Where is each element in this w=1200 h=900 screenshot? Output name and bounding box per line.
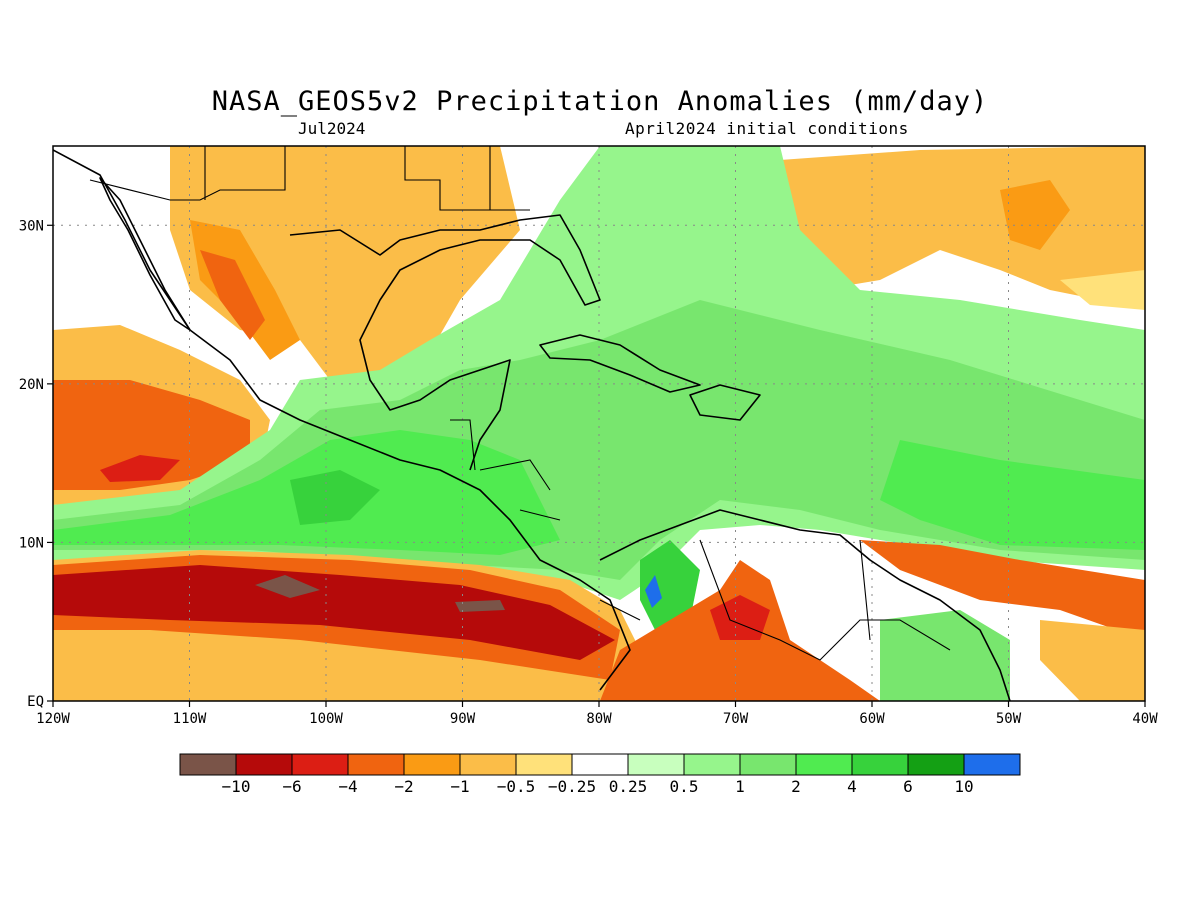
anomaly-region-mexico-dry (200, 250, 265, 340)
anomaly-region-pacific-dry-south-core (53, 565, 615, 660)
forecast-month: Jul2024 (298, 119, 366, 138)
x-tick-label: 120W (36, 711, 70, 727)
x-tick-label: 60W (859, 711, 885, 727)
anomaly-region-guiana-dry-light (1040, 620, 1145, 701)
latitude-axis: EQ 10N 20N 30N (19, 218, 53, 710)
political-borders (89, 146, 951, 661)
border-us-states (404, 146, 530, 211)
colorbar-swatch (851, 753, 909, 776)
anomaly-region-caribbean-wet-strong-east (880, 440, 1145, 550)
border-south-america (699, 539, 951, 661)
map-title: NASA_GEOS5v2 Precipitation Anomalies (mm… (211, 86, 989, 117)
anomaly-region-brazil-wet (880, 610, 1010, 701)
x-tick-label: 40W (1132, 711, 1158, 727)
anomaly-region-pacific-dry-north-peak (100, 455, 180, 482)
colorbar-label: 4 (847, 777, 857, 796)
border-central-america (450, 419, 641, 621)
colorbar-swatch (795, 753, 853, 776)
colorbar-labels: −10 −6 −4 −2 −1 −0.5 −0.25 0.25 0.5 1 2 4 6 10 (222, 777, 974, 796)
anomaly-region-atlantic-light (1060, 270, 1145, 310)
y-tick-label: 30N (19, 218, 44, 234)
lat-lon-grid (53, 146, 1145, 701)
colorbar-label: −0.25 (548, 777, 596, 796)
coastline-south-america-north (599, 509, 1011, 701)
x-tick-label: 110W (173, 711, 207, 727)
colorbar-label: 0.25 (609, 777, 648, 796)
coastline-cuba (539, 334, 701, 393)
x-tick-label: 100W (309, 711, 343, 727)
anomaly-region-pacific-dry-south-peak-2 (455, 600, 505, 612)
anomaly-region-atlantic-dry (780, 146, 1145, 300)
colorbar-swatch (347, 753, 405, 776)
colorbar-swatch (683, 753, 741, 776)
anomaly-region-atlantic-dry-core (1000, 180, 1070, 250)
anomaly-region-pacific-dry-north-core (53, 380, 250, 490)
anomaly-region-colombia-wet-peak (645, 575, 662, 608)
x-tick-label: 90W (450, 711, 476, 727)
colorbar-label: −10 (222, 777, 251, 796)
colorbar-swatch (179, 753, 237, 776)
longitude-axis: 120W 110W 100W 90W 80W 70W 60W 50W 40W (36, 701, 1158, 727)
coastline-gulf-of-mexico (289, 214, 601, 471)
colorbar-label: 10 (954, 777, 973, 796)
colorbar-swatch (291, 753, 349, 776)
colorbar-label: 0.5 (670, 777, 699, 796)
colorbar (179, 753, 1021, 776)
colorbar-swatch (739, 753, 797, 776)
colorbar-label: 2 (791, 777, 801, 796)
x-tick-label: 80W (586, 711, 612, 727)
colorbar-swatch (515, 753, 573, 776)
initial-conditions-label: April2024 initial conditions (625, 119, 909, 138)
anomaly-field (53, 146, 1145, 701)
colorbar-swatch (907, 753, 965, 776)
coastline-mexico-pacific (53, 149, 631, 691)
coastlines (53, 149, 1011, 701)
y-tick-label: EQ (27, 694, 44, 710)
colorbar-swatch (627, 753, 685, 776)
colorbar-label: 1 (735, 777, 745, 796)
y-tick-label: 10N (19, 535, 44, 551)
anomaly-region-guiana-dry (860, 540, 1145, 640)
x-tick-label: 50W (996, 711, 1022, 727)
colorbar-swatch (235, 753, 293, 776)
colorbar-label: −4 (338, 777, 357, 796)
colorbar-label: −1 (450, 777, 469, 796)
colorbar-swatch (459, 753, 517, 776)
colorbar-label: −2 (394, 777, 413, 796)
border-us-mexico (89, 146, 286, 201)
anomaly-region-north-dry (170, 146, 520, 400)
colorbar-label: −0.5 (497, 777, 536, 796)
coastline-baja-california (99, 177, 191, 331)
anomaly-region-pacific-wet-peak (290, 470, 380, 525)
colorbar-swatch (403, 753, 461, 776)
colorbar-swatch (963, 753, 1021, 776)
y-tick-label: 20N (19, 377, 44, 393)
x-tick-label: 70W (723, 711, 749, 727)
coastline-hispaniola (689, 384, 761, 421)
colorbar-label: −6 (282, 777, 301, 796)
colorbar-label: 6 (903, 777, 913, 796)
anomaly-region-pacific-dry-south-peak (255, 575, 320, 598)
colorbar-swatch (571, 753, 629, 776)
